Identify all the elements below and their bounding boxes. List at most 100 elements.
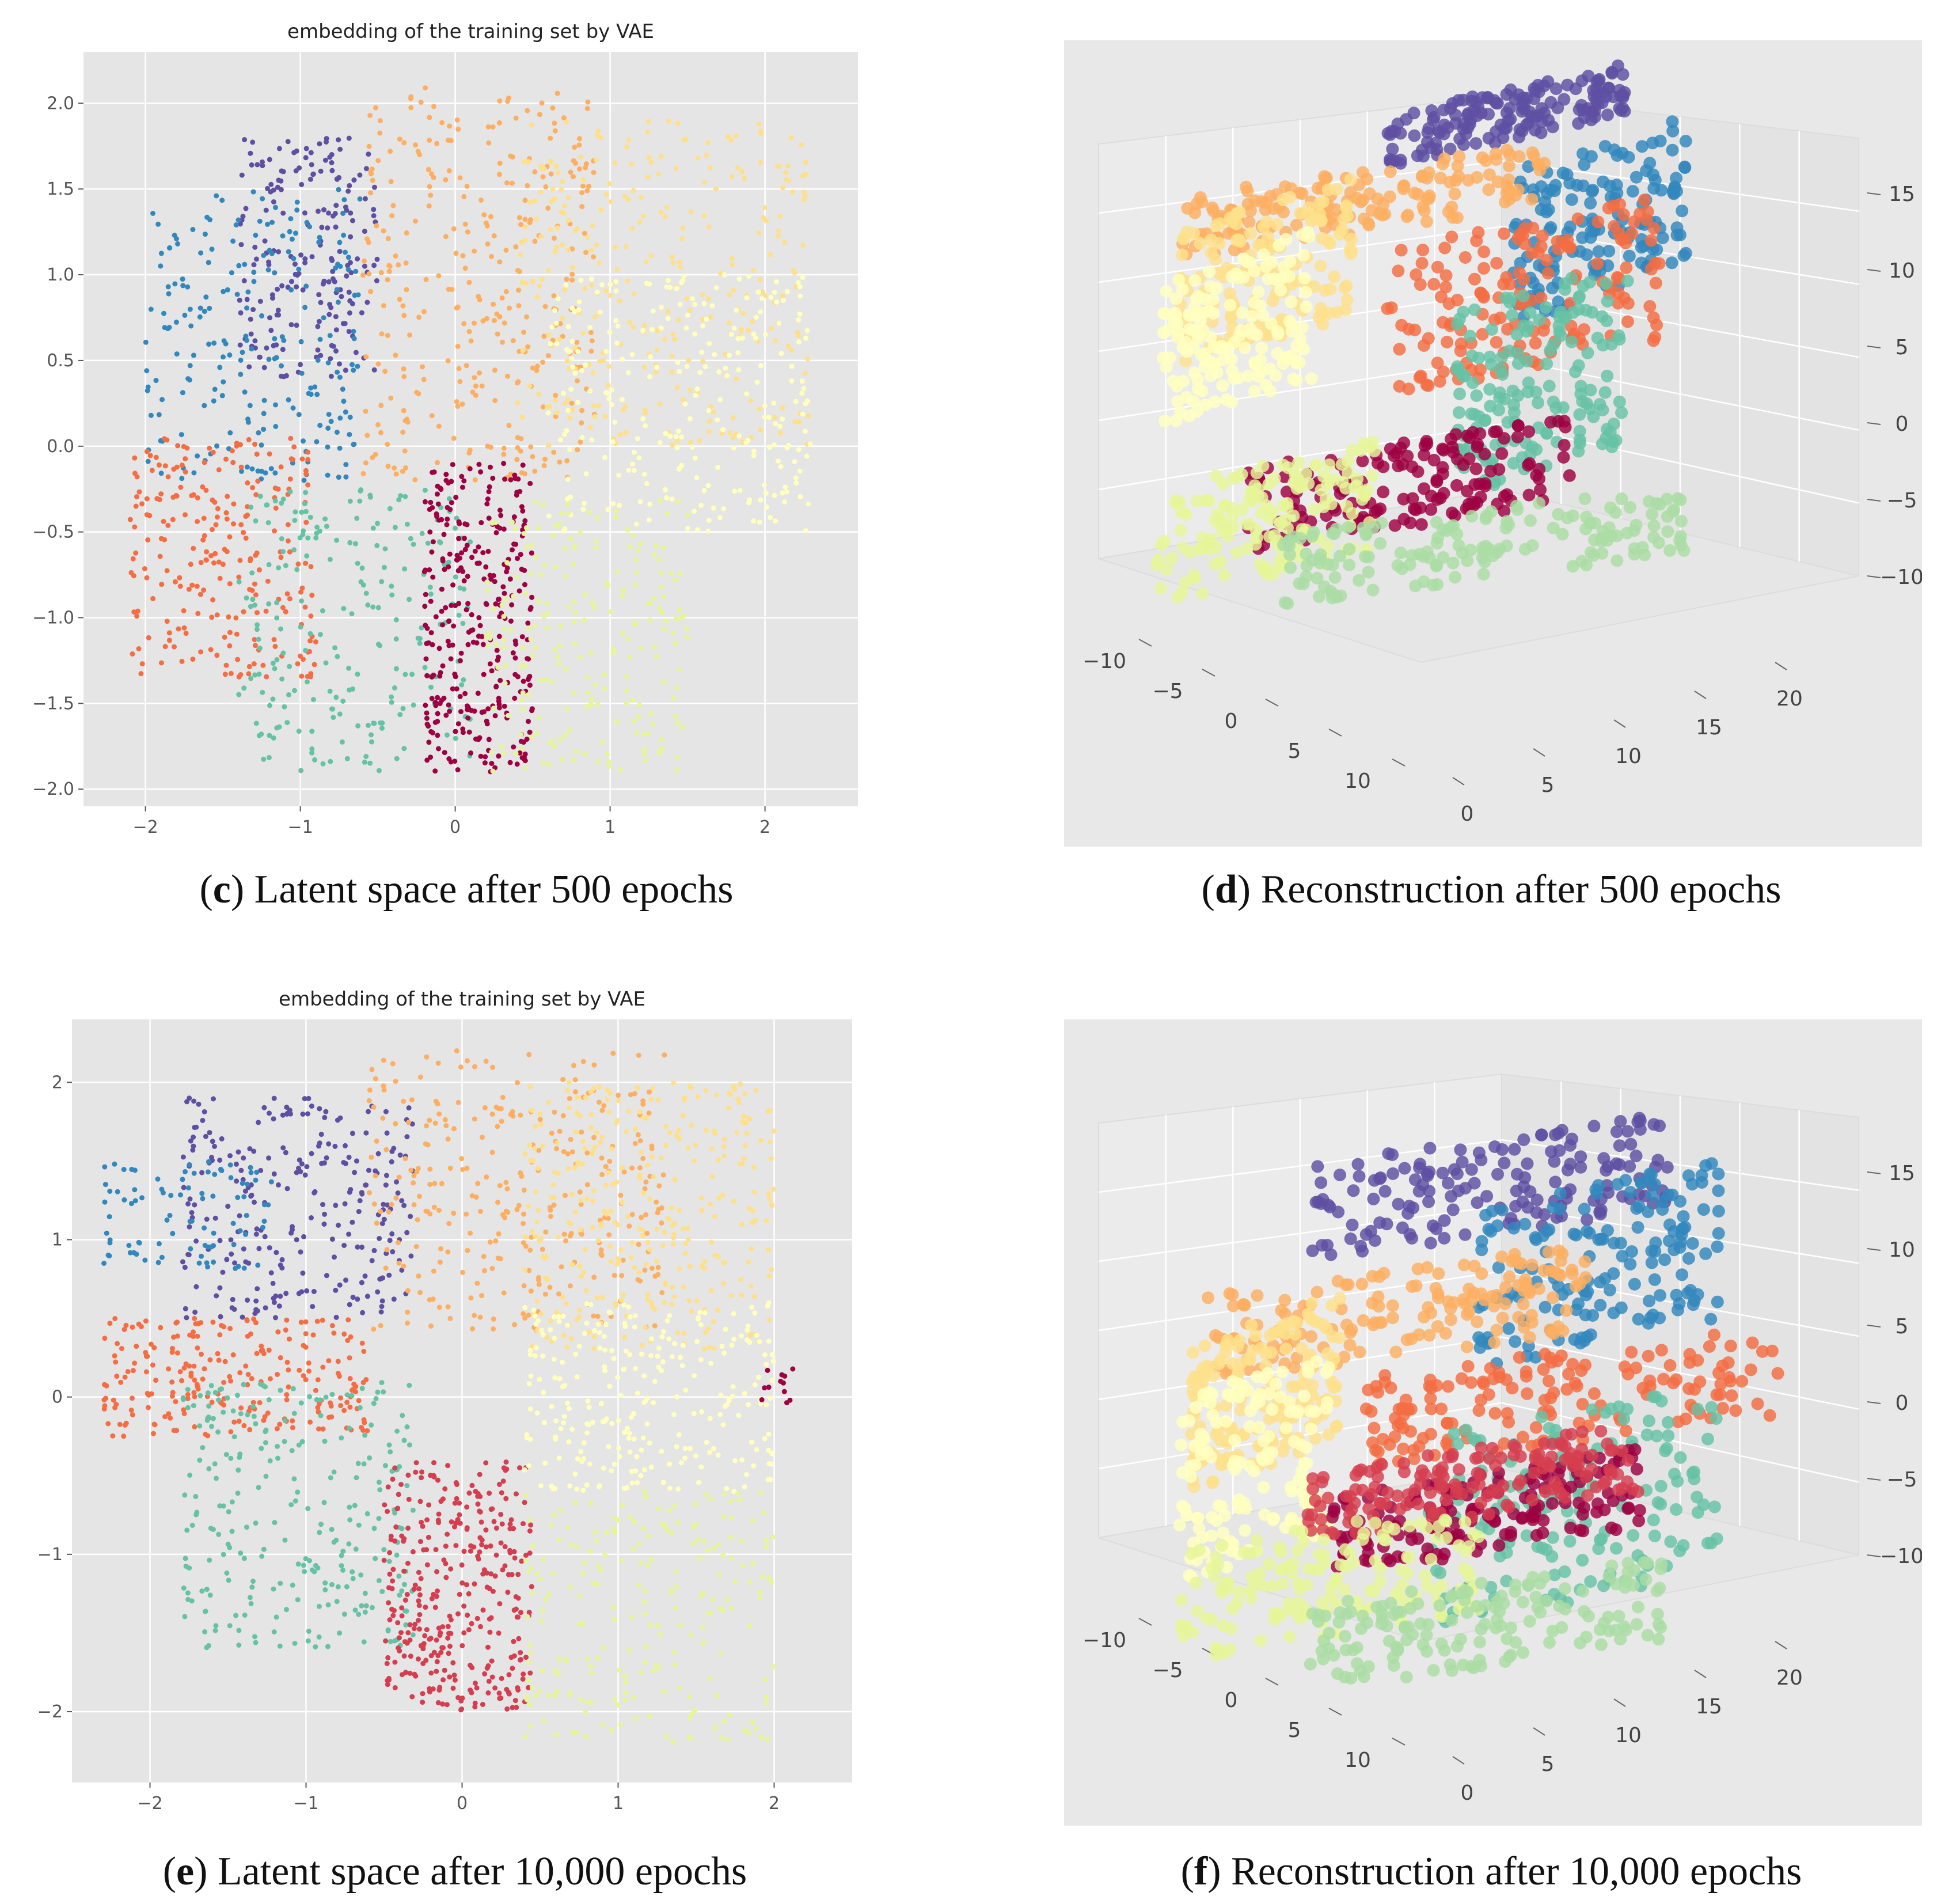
scatter-point bbox=[162, 1414, 168, 1420]
scatter-point bbox=[242, 389, 248, 395]
scatter-point bbox=[408, 105, 414, 111]
scatter-point bbox=[565, 496, 571, 502]
scatter-point bbox=[459, 682, 465, 688]
chart-panel-c: −2 −1 0 1 2 −2.0 −1.5 −1.0 −0.5 0.0 0.5 1.0 1.5 2.0 em… bbox=[0, 0, 875, 852]
scatter-point bbox=[286, 1367, 291, 1373]
scatter3d-point bbox=[1489, 147, 1502, 160]
scatter3d-point bbox=[1502, 518, 1515, 532]
scatter-point bbox=[199, 1253, 204, 1259]
scatter-point bbox=[226, 1577, 231, 1583]
scatter3d-point bbox=[1220, 393, 1233, 406]
scatter-point bbox=[527, 199, 533, 205]
scatter-point bbox=[446, 559, 451, 565]
scatter3d-point bbox=[1638, 548, 1651, 562]
scatter3d-point bbox=[1196, 324, 1210, 337]
scatter-point bbox=[317, 423, 323, 428]
scatter-point bbox=[316, 292, 322, 298]
scatter3d-point bbox=[1264, 512, 1277, 525]
scatter-point bbox=[192, 1424, 197, 1429]
scatter-point bbox=[225, 1395, 230, 1401]
scatter3d-point bbox=[1196, 531, 1209, 544]
scatter-point bbox=[143, 1369, 149, 1375]
scatter3d-point bbox=[1647, 530, 1661, 544]
scatter-point bbox=[188, 1138, 193, 1144]
scatter-point bbox=[574, 226, 580, 232]
scatter3d-point bbox=[1216, 525, 1229, 538]
scatter-point bbox=[648, 711, 654, 716]
scatter-point bbox=[253, 1298, 259, 1304]
scatter-point bbox=[248, 505, 254, 510]
scatter-point bbox=[502, 320, 507, 326]
scatter-point bbox=[164, 568, 170, 574]
scatter-point bbox=[172, 644, 177, 650]
scatter-point bbox=[339, 1563, 344, 1569]
scatter-point bbox=[762, 403, 768, 408]
scatter-point bbox=[252, 637, 257, 642]
scatter3d-point bbox=[1372, 457, 1384, 470]
scatter3d-point bbox=[1183, 309, 1196, 323]
scatter-point bbox=[165, 474, 171, 480]
scatter-point bbox=[758, 131, 764, 136]
scatter-point bbox=[173, 236, 179, 241]
scatter-point bbox=[499, 295, 505, 301]
scatter3d-point bbox=[1217, 342, 1230, 355]
scatter-point bbox=[188, 1370, 194, 1376]
scatter-point bbox=[326, 210, 332, 216]
scatter-point bbox=[379, 1221, 385, 1226]
scatter-point bbox=[198, 649, 203, 655]
scatter3d-point bbox=[1213, 217, 1226, 230]
scatter-point bbox=[571, 562, 576, 567]
scatter-point bbox=[174, 351, 180, 357]
scatter-point bbox=[506, 712, 511, 718]
scatter-point bbox=[428, 630, 434, 636]
scatter-point bbox=[303, 283, 309, 289]
scatter-point bbox=[780, 293, 785, 299]
scatter-point bbox=[369, 732, 374, 738]
scatter-point bbox=[392, 465, 397, 471]
x-tick-label: −2 bbox=[137, 1793, 162, 1814]
scatter-point bbox=[525, 344, 531, 350]
scatter-point bbox=[508, 619, 514, 624]
scatter-point bbox=[250, 485, 256, 491]
scatter-point bbox=[310, 1304, 316, 1310]
scatter-point bbox=[476, 560, 482, 566]
scatter-point bbox=[192, 1310, 198, 1315]
scatter-point bbox=[260, 1224, 265, 1230]
scatter-point bbox=[439, 120, 445, 126]
scatter-point bbox=[227, 352, 233, 358]
scatter-point bbox=[228, 1429, 234, 1435]
scatter3d-point bbox=[1206, 293, 1220, 306]
scatter-point bbox=[238, 242, 244, 248]
scatter-point bbox=[130, 1324, 135, 1330]
scatter-point bbox=[648, 253, 654, 259]
scatter-point bbox=[191, 470, 197, 476]
scatter-point bbox=[164, 619, 170, 624]
scatter-point bbox=[257, 1400, 263, 1405]
scatter-point bbox=[780, 185, 786, 191]
scatter-point bbox=[235, 1467, 241, 1473]
scatter-point bbox=[514, 574, 520, 580]
scatter3d-point bbox=[1552, 295, 1565, 308]
scatter-point bbox=[248, 604, 253, 609]
scatter-point bbox=[751, 453, 757, 458]
scatter-point bbox=[638, 646, 644, 651]
scatter-point bbox=[768, 294, 774, 300]
scatter3d-point bbox=[1448, 509, 1461, 522]
scatter-point bbox=[375, 642, 381, 647]
scatter-point bbox=[240, 1181, 245, 1186]
scatter-point bbox=[427, 507, 432, 512]
x-tick-label: 2 bbox=[769, 1793, 780, 1814]
scatter-point bbox=[542, 304, 548, 309]
scatter-point bbox=[432, 768, 438, 774]
scatter-point bbox=[243, 1363, 249, 1369]
scatter-point bbox=[227, 1326, 233, 1332]
scatter-point bbox=[195, 1333, 200, 1339]
scatter-point bbox=[279, 536, 284, 541]
scatter-point bbox=[638, 541, 644, 547]
scatter-point bbox=[641, 731, 647, 737]
scatter-point bbox=[375, 1151, 381, 1156]
scatter-point bbox=[734, 308, 739, 313]
scatter-point bbox=[706, 517, 712, 523]
scatter-point bbox=[545, 611, 551, 617]
scatter-point bbox=[309, 750, 315, 756]
